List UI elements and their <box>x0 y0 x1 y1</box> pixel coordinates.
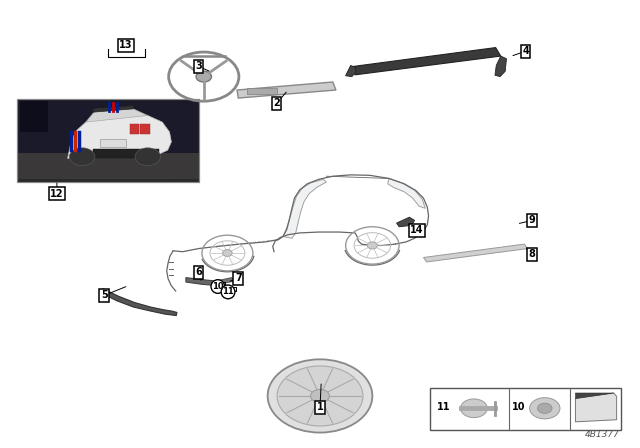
Circle shape <box>530 398 560 419</box>
Circle shape <box>538 403 552 414</box>
Circle shape <box>310 389 330 403</box>
Polygon shape <box>283 179 326 238</box>
Circle shape <box>367 242 378 249</box>
Bar <box>17 179 198 181</box>
Text: 13: 13 <box>119 40 132 50</box>
Polygon shape <box>351 47 500 75</box>
Bar <box>129 124 139 134</box>
Polygon shape <box>219 278 234 284</box>
Polygon shape <box>93 106 133 112</box>
Bar <box>93 149 159 159</box>
Circle shape <box>223 250 232 256</box>
Text: 6: 6 <box>195 267 202 277</box>
Polygon shape <box>495 56 506 77</box>
Text: 4: 4 <box>522 46 529 56</box>
Text: 5: 5 <box>100 290 108 301</box>
Text: 3: 3 <box>195 61 202 71</box>
Bar <box>140 124 150 134</box>
Circle shape <box>135 148 161 166</box>
Polygon shape <box>68 114 172 159</box>
Text: 14: 14 <box>410 225 424 235</box>
Polygon shape <box>388 178 426 208</box>
Circle shape <box>70 148 95 166</box>
Polygon shape <box>397 217 415 227</box>
Polygon shape <box>575 393 616 422</box>
Circle shape <box>277 366 363 426</box>
Circle shape <box>196 71 211 82</box>
Text: 4B1377: 4B1377 <box>585 430 620 439</box>
Bar <box>100 138 126 147</box>
Polygon shape <box>186 278 218 286</box>
Polygon shape <box>237 82 336 98</box>
Polygon shape <box>102 289 177 315</box>
Text: 7: 7 <box>235 273 242 284</box>
Bar <box>17 99 198 181</box>
Text: 8: 8 <box>529 250 536 259</box>
Polygon shape <box>346 65 356 77</box>
Text: 11: 11 <box>436 402 450 412</box>
Bar <box>17 99 198 181</box>
Text: 10: 10 <box>212 282 223 291</box>
Bar <box>17 153 198 181</box>
Text: 12: 12 <box>50 189 63 198</box>
Text: 1: 1 <box>317 402 323 412</box>
Polygon shape <box>86 107 148 122</box>
Bar <box>246 88 277 94</box>
Text: 2: 2 <box>273 99 280 108</box>
Text: 10: 10 <box>512 402 525 412</box>
Text: 11: 11 <box>222 287 234 297</box>
Text: 9: 9 <box>529 215 536 225</box>
Polygon shape <box>424 244 527 262</box>
Bar <box>20 101 47 132</box>
Polygon shape <box>575 393 614 399</box>
Circle shape <box>268 359 372 433</box>
Circle shape <box>461 399 487 418</box>
Bar <box>430 388 621 431</box>
